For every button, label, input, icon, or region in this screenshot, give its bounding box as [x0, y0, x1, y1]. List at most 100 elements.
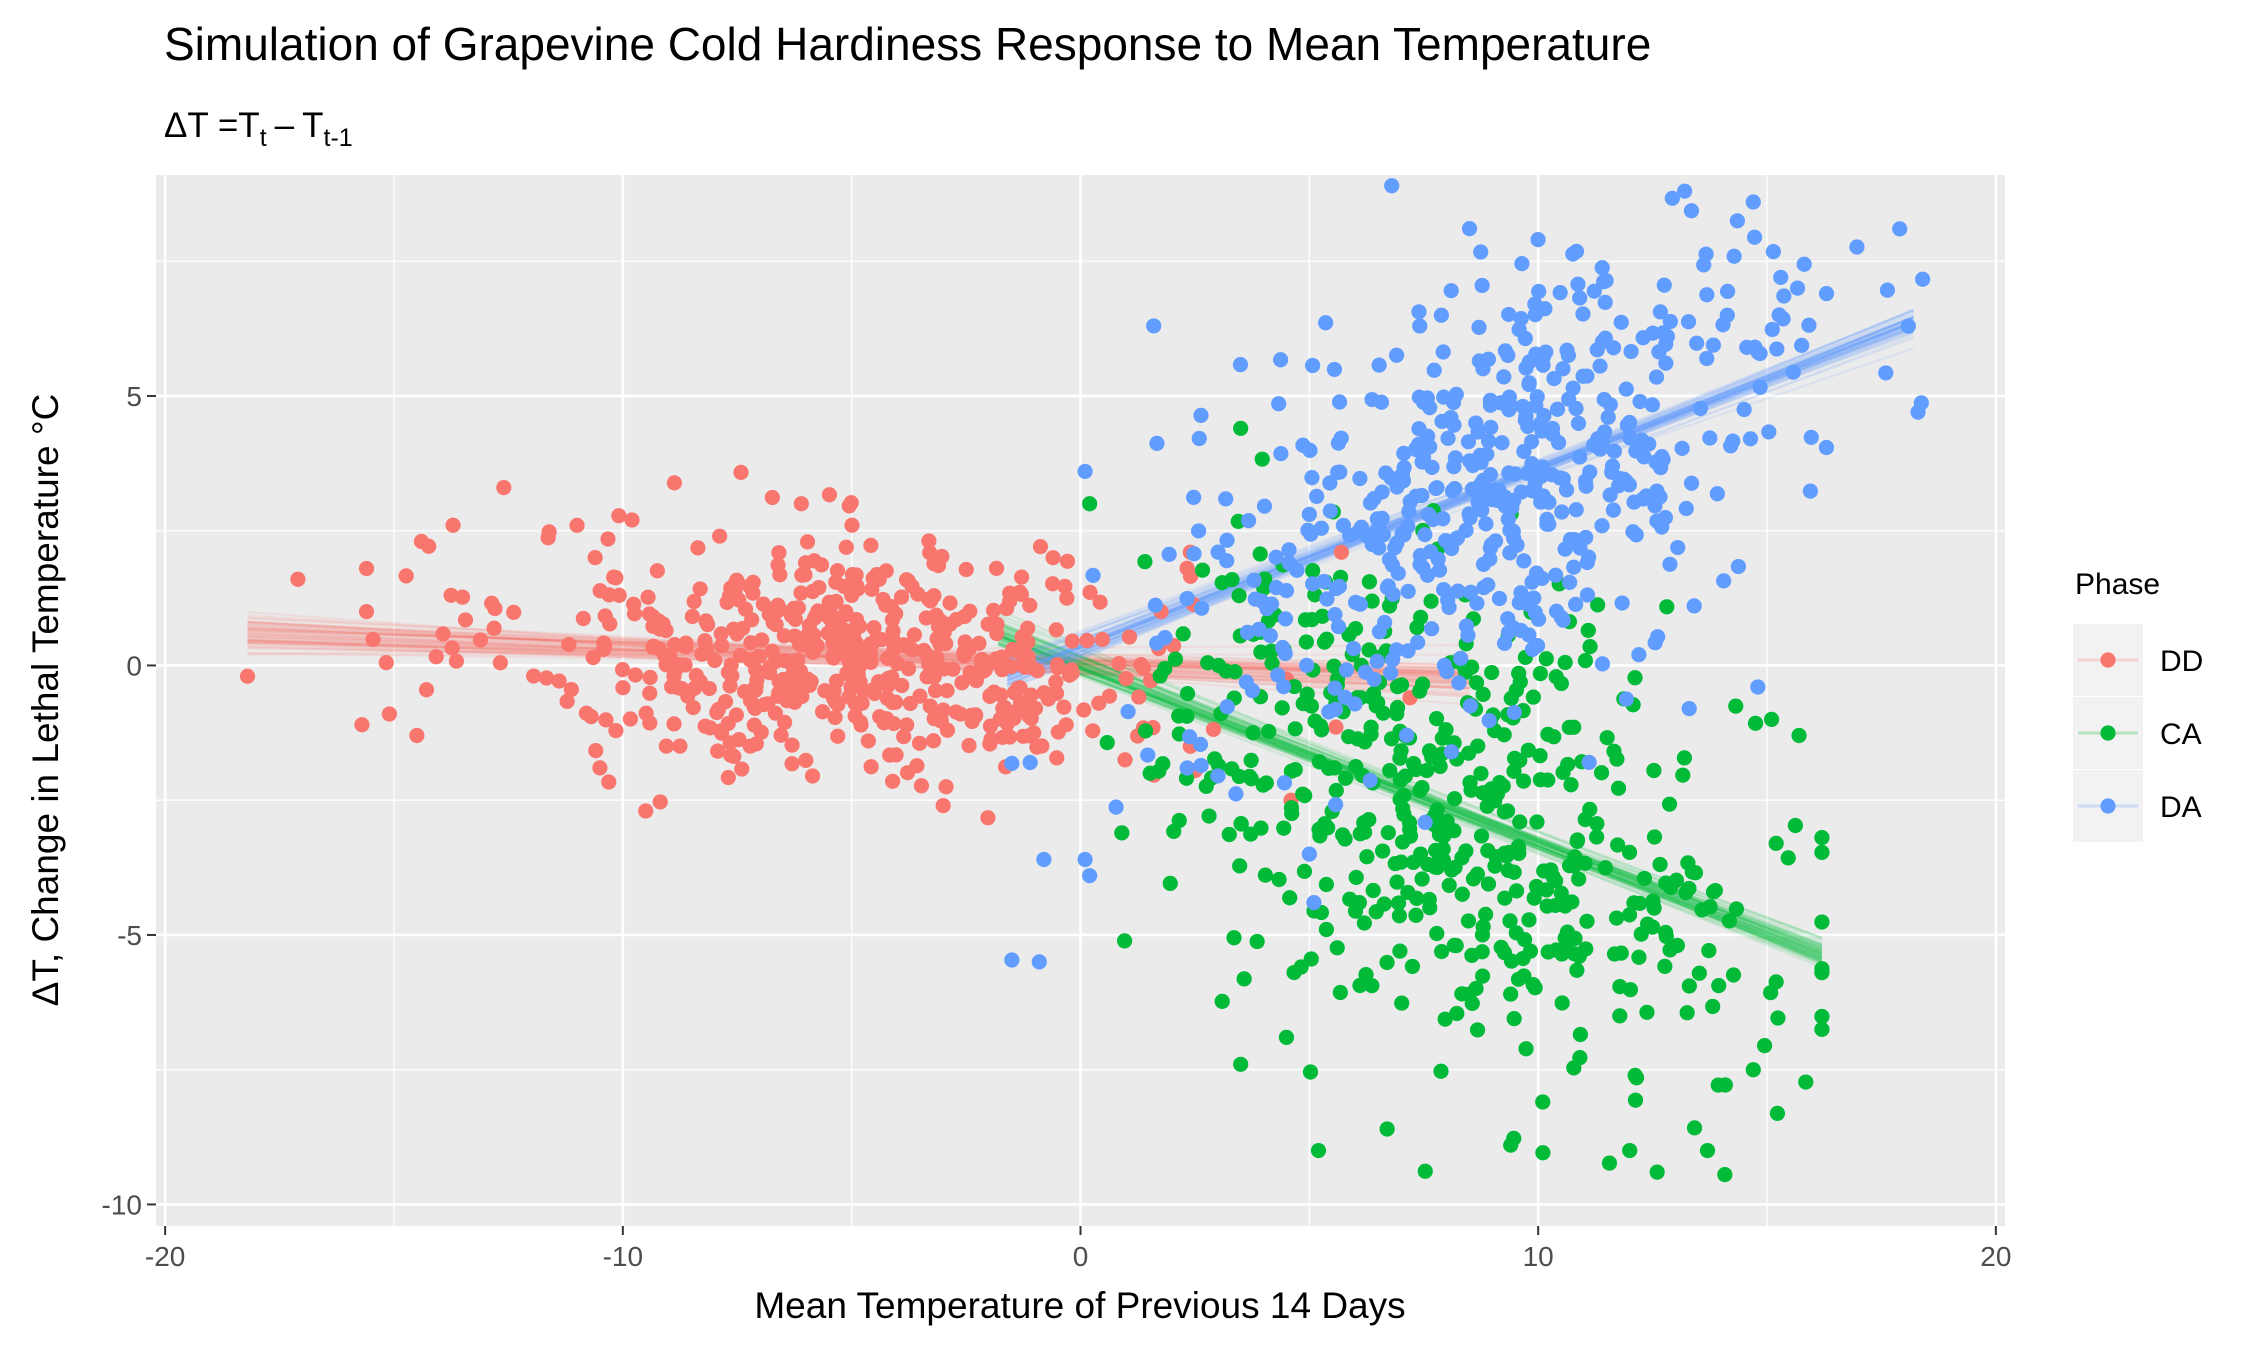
point-ca [1569, 832, 1586, 848]
point-da [1364, 536, 1380, 553]
point-ca [1512, 752, 1528, 768]
legend-key-point [2100, 725, 2116, 741]
point-dd [381, 706, 398, 722]
point-da [1644, 397, 1660, 413]
point-dd [1023, 687, 1039, 703]
point-da [1273, 446, 1289, 462]
point-ca [1286, 678, 1302, 695]
point-dd [413, 533, 430, 550]
point-ca [1274, 700, 1290, 716]
point-ca [1681, 978, 1697, 994]
point-dd [365, 631, 381, 648]
point-da [1481, 712, 1497, 729]
point-dd [885, 694, 901, 711]
point-ca [1756, 1038, 1773, 1054]
point-ca [1814, 1008, 1830, 1025]
point-ca [1311, 754, 1328, 770]
point-dd [666, 475, 682, 491]
point-dd [939, 683, 955, 699]
point-da [1915, 271, 1931, 287]
point-dd [585, 649, 601, 666]
point-da [1179, 760, 1195, 776]
point-dd [794, 688, 810, 705]
point-ca [1233, 420, 1249, 436]
point-dd [563, 681, 579, 698]
point-da [1482, 467, 1498, 483]
point-da [1674, 440, 1690, 456]
point-dd [847, 708, 863, 724]
point-ca [1359, 849, 1375, 865]
point-dd [919, 647, 935, 663]
point-ca [1686, 1120, 1703, 1136]
point-dd [828, 673, 845, 689]
point-dd [713, 725, 730, 741]
point-da [1570, 276, 1586, 292]
point-da [1318, 315, 1334, 331]
point-ca [1495, 778, 1511, 794]
point-ca [1787, 817, 1803, 834]
point-ca [1728, 698, 1744, 714]
fit-line-da [1006, 316, 1914, 683]
point-dd [938, 779, 954, 795]
point-ca [1332, 984, 1348, 1001]
point-da [1655, 451, 1671, 468]
point-ca [1444, 862, 1460, 878]
point-da [1548, 567, 1564, 583]
point-ca [1303, 951, 1319, 967]
point-ca [1496, 804, 1512, 820]
point-dd [627, 667, 643, 683]
point-da [1575, 306, 1591, 322]
point-dd [893, 589, 910, 605]
point-da [1036, 851, 1052, 868]
point-da [1431, 562, 1448, 578]
point-dd [767, 705, 784, 721]
point-ca [1678, 884, 1694, 901]
point-da [1322, 503, 1338, 519]
point-dd [506, 604, 522, 620]
point-da [1719, 283, 1736, 299]
point-da [1306, 895, 1322, 911]
point-ca [1348, 759, 1364, 775]
point-dd [1029, 739, 1045, 755]
point-da [1422, 439, 1438, 455]
point-dd [980, 810, 996, 826]
point-dd [1048, 674, 1064, 690]
point-dd [358, 560, 375, 577]
point-da [1461, 506, 1477, 522]
point-dd [922, 698, 938, 714]
point-ca [1497, 890, 1513, 906]
point-dd [1057, 578, 1073, 594]
point-da [1429, 480, 1445, 496]
point-dd [1135, 660, 1152, 676]
point-ca [1406, 756, 1422, 772]
x-tick-label: 10 [1523, 1241, 1554, 1272]
point-ca [1535, 1145, 1551, 1161]
point-dd [771, 545, 787, 561]
point-da [1570, 415, 1587, 431]
point-ca [1302, 1064, 1319, 1080]
point-dd [762, 659, 778, 675]
point-da [1572, 290, 1588, 306]
point-dd [720, 769, 736, 786]
point-da [1277, 611, 1294, 627]
point-da [1326, 361, 1343, 378]
point-da [1594, 656, 1611, 672]
point-da [1157, 630, 1173, 646]
point-da [1686, 598, 1702, 614]
point-ca [1659, 599, 1675, 615]
point-ca [1432, 758, 1448, 775]
point-dd [1013, 586, 1029, 602]
legend-label-dd: DD [2160, 645, 2203, 678]
point-ca [1496, 944, 1513, 961]
point-ca [1540, 726, 1556, 742]
point-da [1604, 464, 1620, 480]
point-ca [1661, 796, 1678, 812]
point-da [1726, 248, 1742, 264]
point-da [1605, 502, 1621, 518]
point-ca [1627, 1092, 1644, 1108]
point-da [1561, 391, 1577, 407]
legend-keys: DD CA DA [2073, 624, 2203, 842]
point-da [1538, 344, 1554, 360]
point-dd [974, 658, 990, 674]
point-dd [822, 598, 838, 614]
